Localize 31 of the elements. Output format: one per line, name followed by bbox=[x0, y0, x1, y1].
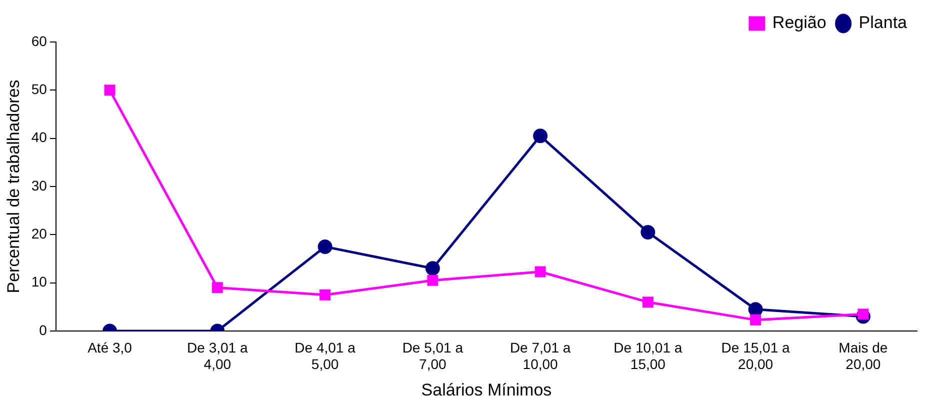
x-tick-label: De 5,01 a 7,00 bbox=[402, 339, 464, 372]
y-tick-label: 60 bbox=[31, 32, 48, 49]
point bbox=[425, 261, 440, 276]
x-tick-label: De 4,01 a 5,00 bbox=[294, 339, 356, 372]
x-tick-label: Mais de 20,00 bbox=[838, 339, 888, 372]
y-tick-label: 0 bbox=[39, 322, 48, 338]
point bbox=[318, 239, 332, 254]
point bbox=[212, 282, 223, 294]
y-tick-label: 30 bbox=[31, 177, 48, 194]
legend-label: Região bbox=[772, 13, 826, 32]
x-axis-title: Salários Mínimos bbox=[421, 380, 552, 400]
x-tick-label: De 7,01 a 10,00 bbox=[510, 339, 571, 372]
y-tick-label: 20 bbox=[31, 226, 48, 242]
point bbox=[642, 296, 654, 308]
x-tick-label: De 15,01 a 20,00 bbox=[721, 339, 790, 372]
x-tick-label: De 10,01 a 15,00 bbox=[614, 339, 682, 372]
point bbox=[858, 308, 869, 320]
point bbox=[320, 289, 331, 300]
point bbox=[640, 225, 656, 240]
point bbox=[427, 274, 438, 286]
x-tick-label: Até 3,0 bbox=[88, 339, 132, 356]
point bbox=[104, 84, 116, 96]
y-axis-title: Percentual de trabalhadores bbox=[4, 80, 23, 294]
y-tick-label: 10 bbox=[31, 274, 48, 290]
point bbox=[533, 128, 548, 144]
point bbox=[750, 314, 762, 326]
y-tick-label: 50 bbox=[31, 81, 48, 98]
x-tick-label: De 3,01 a 4,00 bbox=[187, 339, 248, 372]
point bbox=[534, 266, 546, 278]
legend-label: Planta bbox=[858, 13, 908, 32]
y-tick-label: 40 bbox=[31, 129, 48, 146]
